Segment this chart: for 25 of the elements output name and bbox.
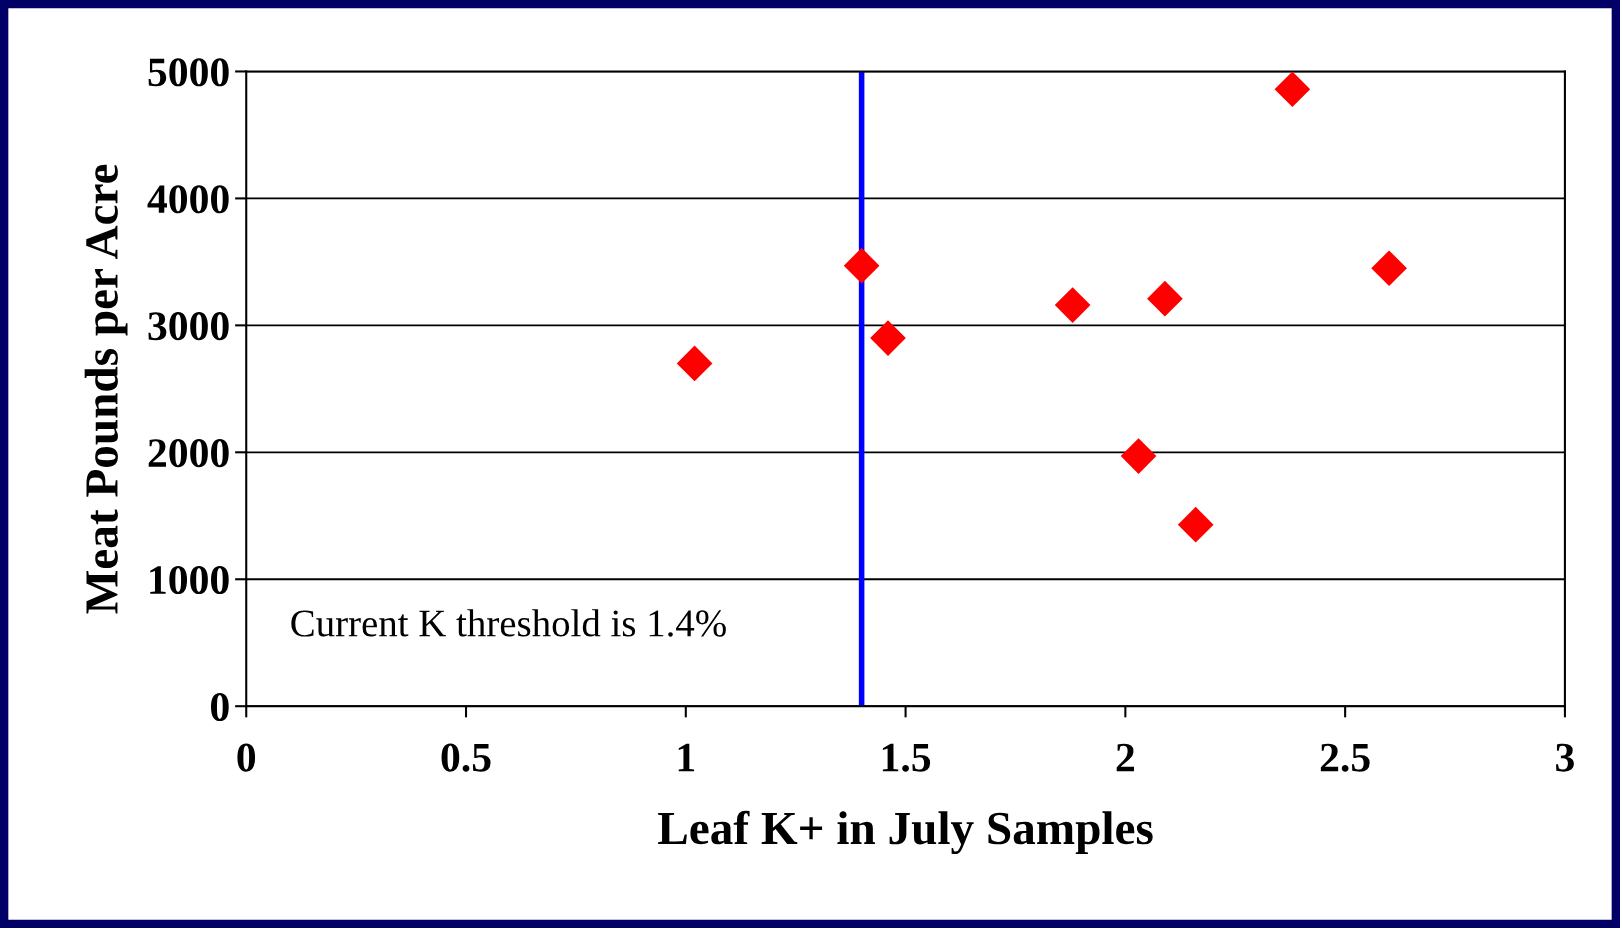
- x-tick-label: 2: [1116, 743, 1134, 772]
- y-tick-label: 4000: [147, 185, 229, 214]
- x-tick-label: 3: [1556, 743, 1574, 772]
- y-tick-label: 3000: [148, 312, 229, 341]
- point: [1147, 280, 1183, 317]
- point: [676, 345, 713, 382]
- point: [1274, 71, 1311, 108]
- point: [1054, 287, 1091, 323]
- point: [1120, 438, 1157, 474]
- x-tick-label: 2.5: [1320, 743, 1370, 772]
- y-tick-label: 1000: [150, 566, 229, 595]
- point: [843, 247, 880, 284]
- x-axis-title: Leaf K+ in July Samples: [658, 810, 1153, 855]
- point: [1177, 506, 1214, 543]
- y-tick-label: 2000: [148, 439, 229, 468]
- x-tick-label: 1: [678, 743, 695, 772]
- y-tick-label: 5000: [148, 58, 229, 87]
- x-tick-label: 0.5: [441, 743, 491, 772]
- annotation: Current K threshold is 1.4%: [291, 609, 726, 637]
- y-tick-label: 0: [211, 692, 229, 722]
- y-axis-title: Meat Pounds per Acre: [84, 164, 128, 614]
- x-tick-label: 0: [237, 743, 256, 772]
- x-tick-label: 1.5: [882, 743, 931, 772]
- point: [870, 320, 906, 356]
- point: [1371, 250, 1407, 287]
